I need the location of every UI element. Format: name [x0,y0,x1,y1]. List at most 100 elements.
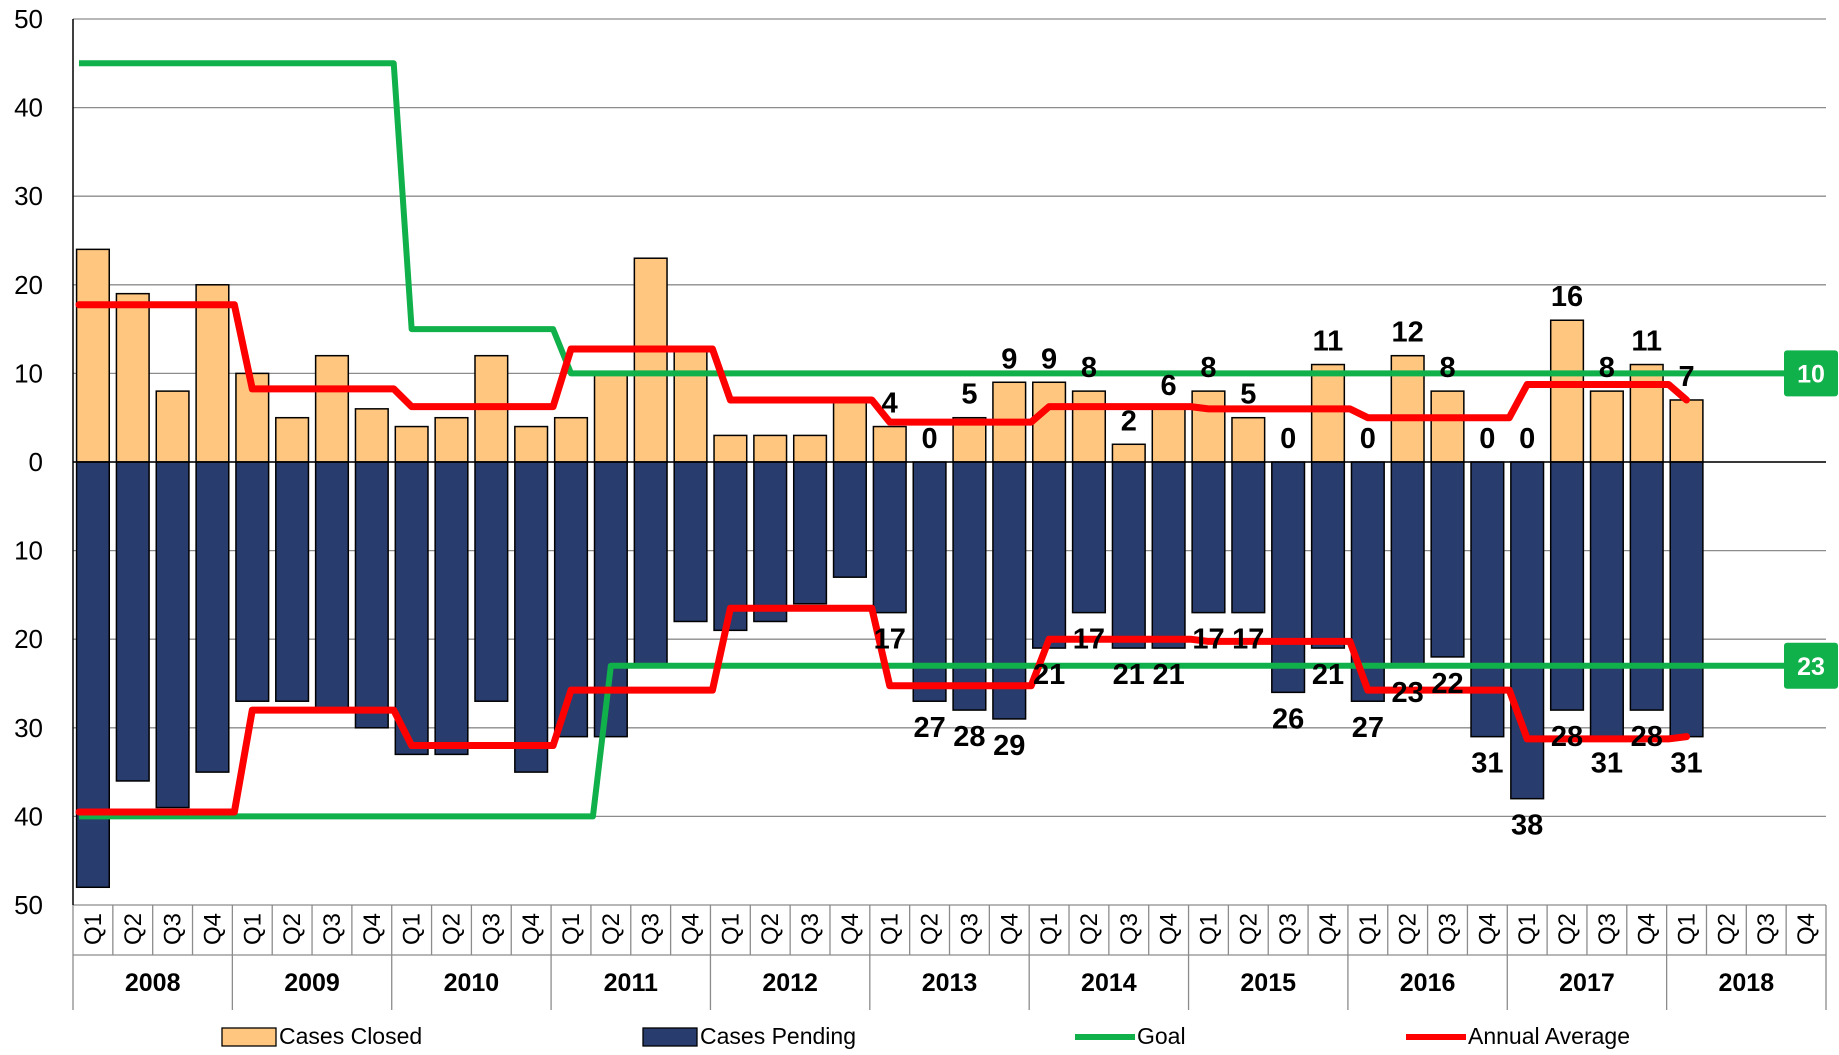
x-tick-label-year: 2010 [444,969,500,997]
x-tick-label-quarter: Q3 [1435,913,1462,945]
bar-closed [1549,319,1585,463]
y-tick-label: 10 [14,358,43,388]
x-tick-label-quarter: Q4 [199,913,226,945]
x-tick-label-quarter: Q2 [1554,913,1581,945]
data-label-pending: 28 [953,721,985,753]
x-tick-label-quarter: Q1 [1355,913,1382,945]
x-tick-label-year: 2011 [604,969,658,997]
data-label-closed: 0 [1360,423,1376,455]
x-tick-label-quarter: Q4 [1156,913,1183,945]
y-tick-label: 50 [14,4,43,34]
goal-line-lower [78,662,1836,820]
bar-pending [354,461,389,729]
bar-closed [514,425,549,463]
x-tick-label-quarter: Q2 [279,913,306,945]
bar-closed [354,408,389,463]
x-tick-label-year: 2014 [1081,969,1137,997]
bar-closed [434,416,469,463]
bar-pending [1191,461,1226,614]
data-label-closed: 8 [1599,352,1615,384]
x-tick-label-quarter: Q4 [837,913,864,945]
x-tick-label-year: 2012 [762,969,818,997]
bar-pending [155,461,190,809]
data-label-closed: 0 [1519,423,1535,455]
data-label-closed: 5 [961,379,977,411]
x-tick-label-quarter: Q3 [478,913,505,945]
x-tick-label-year: 2008 [125,969,181,997]
y-tick-label: 30 [14,713,43,743]
y-tick-label: 40 [14,93,43,123]
goal-line-upper [78,60,1836,377]
bar-pending [713,461,748,632]
x-tick-label-quarter: Q4 [1474,913,1501,945]
bar-closed [753,434,788,463]
x-tick-label-quarter: Q4 [1634,913,1661,945]
x-tick-label-quarter: Q4 [1793,913,1820,945]
goal-upper-badge [1784,350,1838,397]
x-tick-label-quarter: Q4 [678,913,705,945]
y-tick-label: 20 [14,624,43,654]
data-label-closed: 8 [1439,352,1455,384]
x-tick-label-quarter: Q4 [518,913,545,945]
legend-swatch [221,1027,277,1047]
goal-upper-label: 10 [1797,360,1825,388]
bar-pending [275,461,310,702]
data-label-pending: 21 [1312,659,1344,691]
bar-pending [1430,461,1465,658]
y-tick-label: 40 [14,801,43,831]
bar-closed [673,346,708,463]
bar-pending [992,461,1027,720]
x-tick-label-year: 2018 [1719,969,1775,997]
legend-swatch [642,1027,698,1047]
x-tick-label-quarter: Q2 [1076,913,1103,945]
bar-pending [1589,461,1624,738]
bar-pending [1032,461,1067,649]
bar-pending [1470,461,1505,738]
bar-pending [753,461,788,623]
bar-closed [275,416,310,463]
x-tick-label-quarter: Q1 [877,913,904,945]
bar-pending [434,461,469,756]
x-tick-label-quarter: Q4 [359,913,386,945]
x-tick-label-quarter: Q4 [996,913,1023,945]
x-tick-label-quarter: Q1 [717,913,744,945]
x-tick-label-year: 2013 [922,969,978,997]
bar-pending [1510,461,1545,800]
data-label-pending: 17 [1192,624,1224,656]
x-tick-label-quarter: Q2 [1713,913,1740,945]
x-tick-label-quarter: Q2 [1235,913,1262,945]
bar-pending [1111,461,1146,649]
x-tick-label-quarter: Q1 [239,913,266,945]
data-label-pending: 17 [1073,624,1105,656]
bar-pending [314,461,350,711]
bar-pending [1231,461,1266,614]
legend-label: Cases Pending [700,1023,856,1049]
bar-closed [593,372,628,463]
x-tick-label-year: 2016 [1400,969,1456,997]
bar-pending [235,461,270,702]
y-tick-label: 20 [14,270,43,300]
x-tick-label-quarter: Q2 [120,913,147,945]
data-label-closed: 7 [1678,361,1694,393]
data-label-pending: 29 [993,730,1025,762]
x-tick-label-quarter: Q3 [319,913,346,945]
data-label-closed: 0 [1479,423,1495,455]
bar-pending [1669,461,1704,738]
bar-closed [1071,390,1107,463]
x-tick-label-quarter: Q3 [1753,913,1780,945]
x-tick-label-quarter: Q3 [1275,913,1302,945]
bar-closed [1032,381,1067,463]
data-label-closed: 11 [1631,326,1662,358]
bar-closed [155,390,190,463]
y-tick-label: 10 [14,536,43,566]
x-tick-label-quarter: Q3 [956,913,983,945]
x-tick-label-quarter: Q3 [1116,913,1143,945]
x-tick-label-quarter: Q1 [1514,913,1541,945]
bar-pending [75,461,111,889]
data-label-closed: 8 [1081,352,1097,384]
bar-pending [912,461,947,702]
bar-pending [195,461,230,773]
bar-pending [474,461,509,702]
x-tick-label-quarter: Q2 [917,913,944,945]
y-tick-label: 30 [14,181,43,211]
